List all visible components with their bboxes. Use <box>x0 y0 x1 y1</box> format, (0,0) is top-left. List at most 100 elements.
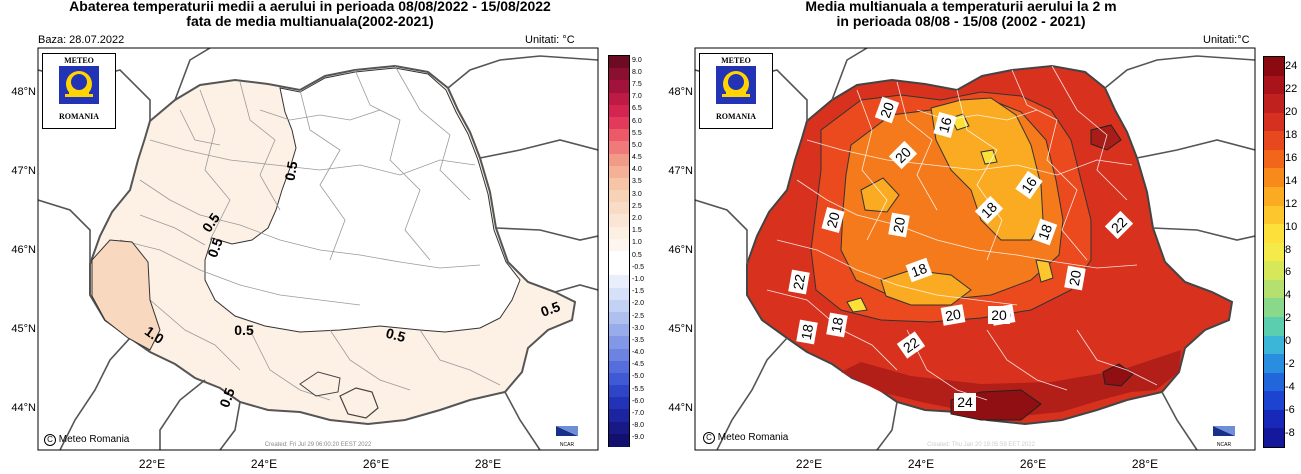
copyright-text: Meteo Romania <box>58 434 130 445</box>
colorbar-tick-label: 10 <box>1285 220 1298 233</box>
ncar-text: NCAR <box>559 442 575 448</box>
lat-label: 47°N <box>668 165 693 177</box>
colorbar-cell <box>609 153 629 167</box>
contour-label: 0.5 <box>538 298 562 320</box>
temp-zone-24 <box>841 350 1181 416</box>
lat-label: 44°N <box>11 402 36 414</box>
colorbar-tick-label: -4.0 <box>632 349 645 357</box>
colorbar-tick-label: 12 <box>1285 197 1298 210</box>
contour-label: 20 <box>888 140 918 170</box>
colorbar-tick-label: -5.0 <box>632 373 645 381</box>
contour-label: 18 <box>796 319 818 345</box>
contour-label: 18 <box>905 257 933 283</box>
meteo-romania-logo: METEO ROMANIA <box>699 53 773 129</box>
colorbar-tick-label: 3.5 <box>632 178 642 186</box>
contour-label: 0.5 <box>204 236 226 260</box>
contour-label: 20 <box>821 207 845 233</box>
contour-label: 22 <box>1104 210 1134 240</box>
lon-label: 26°E <box>363 457 389 471</box>
colorbar-cell <box>609 421 629 435</box>
right-colorbar-ticks: 24 22 20 18 16 14 12 10 8 6 4 2 0 -2 -4 -6 -8 <box>1285 56 1301 446</box>
colorbar-cell <box>609 433 629 447</box>
colorbar-cell <box>1264 57 1284 77</box>
colorbar-cell <box>609 263 629 276</box>
colorbar-tick-label: -9.0 <box>632 434 645 442</box>
logo-top-text: METEO <box>721 56 751 65</box>
colorbar-cell <box>1264 224 1284 244</box>
left-base-label: Baza: 28.07.2022 <box>38 34 125 46</box>
colorbar-tick-label: 2.5 <box>632 202 642 210</box>
contour-label: 0.5 <box>216 386 238 410</box>
colorbar-tick-label: 7.5 <box>632 80 642 88</box>
svg-text:18: 18 <box>909 260 929 280</box>
colorbar-cell <box>609 385 629 398</box>
colorbar-tick-label: -7.0 <box>632 410 645 418</box>
left-map: 0.5 0.5 0.5 1.0 0.5 0.5 0.5 0.5 48°N 47°… <box>11 47 599 471</box>
right-title-line1: Media multianuala a temperaturii aerului… <box>805 0 1117 14</box>
right-map: 20162016202018182218222020201818222024 4… <box>668 47 1256 471</box>
colorbar-cell <box>609 372 629 386</box>
contour-label: 0.5 <box>384 325 407 346</box>
contour-label: 0.5 <box>281 160 300 182</box>
contour-label: 16 <box>1015 170 1043 200</box>
svg-text:20: 20 <box>944 306 962 324</box>
colorbar-tick-label: 4.5 <box>632 154 642 162</box>
lat-label: 45°N <box>11 323 36 335</box>
colorbar-tick-label: 7.0 <box>632 93 642 101</box>
colorbar-tick-label: -6 <box>1285 404 1295 417</box>
lon-label: 22°E <box>139 457 165 471</box>
svg-text:18: 18 <box>1035 222 1055 242</box>
lon-label: 24°E <box>251 457 277 471</box>
colorbar-cell <box>1264 242 1284 262</box>
left-colorbar-ticks: 9.0 8.0 7.5 7.0 6.5 6.0 5.5 5.0 4.5 4.0 3.5 3.0 2.5 2… <box>632 55 650 445</box>
colorbar-tick-label: 2 <box>1285 312 1292 325</box>
colorbar-cell <box>1264 335 1284 355</box>
logo-emblem-icon <box>59 66 99 104</box>
colorbar-cell <box>609 287 629 301</box>
colorbar-tick-label: 1.0 <box>632 239 642 247</box>
colorbar-cell <box>1264 261 1284 281</box>
colorbar-tick-label: -3.5 <box>632 336 645 344</box>
lat-label: 46°N <box>11 244 36 256</box>
colorbar-tick-label: -2 <box>1285 358 1295 371</box>
country-borders <box>38 48 598 450</box>
colorbar-cell <box>1264 409 1284 429</box>
colorbar-tick-label: 4 <box>1285 289 1292 302</box>
colorbar-tick-label: -5.5 <box>632 385 645 393</box>
left-units: Unitati: °C <box>525 34 575 46</box>
colorbar-tick-label: 2.0 <box>632 215 642 223</box>
ncar-logo: NCAR <box>556 424 578 448</box>
colorbar-tick-label: 20 <box>1285 105 1298 118</box>
copyright-icon: C <box>703 432 715 444</box>
colorbar-cell <box>609 56 629 69</box>
contour-label: 16 <box>933 112 957 138</box>
created-stamp: Created: Thu Jan 20 19:05:59 EET 2022 <box>927 442 1036 448</box>
copyright-text: Meteo Romania <box>717 432 789 443</box>
colorbar-cell <box>609 214 629 228</box>
anomaly-zone-low <box>204 67 521 333</box>
right-colorbar <box>1263 56 1285 448</box>
svg-text:20: 20 <box>991 307 1007 323</box>
colorbar-cell <box>1264 298 1284 318</box>
colorbar-tick-label: 5.5 <box>632 129 642 137</box>
lon-label: 26°E <box>1020 457 1046 471</box>
copyright-icon: C <box>44 434 56 446</box>
svg-text:20: 20 <box>890 216 908 234</box>
colorbar-cell <box>1264 205 1284 225</box>
svg-text:20: 20 <box>823 210 843 229</box>
contour-label: 20 <box>940 304 966 326</box>
colorbar-cell <box>609 299 629 313</box>
lon-label: 28°E <box>1132 457 1158 471</box>
contour-label: 20 <box>888 212 910 238</box>
contour-label: 22 <box>788 269 810 295</box>
colorbar-tick-label: 0 <box>1285 335 1292 348</box>
colorbar-tick-label: -4.5 <box>632 361 645 369</box>
colorbar-cell <box>609 165 629 179</box>
colorbar-cell <box>609 275 629 289</box>
ncar-logo: NCAR <box>1213 424 1235 448</box>
lat-label: 47°N <box>11 165 36 177</box>
created-stamp: Created: Fri Jul 29 06:00:20 EEST 2022 <box>265 442 372 448</box>
colorbar-cell <box>609 226 629 240</box>
colorbar-tick-label: 3.0 <box>632 190 642 198</box>
svg-text:20: 20 <box>877 100 897 120</box>
